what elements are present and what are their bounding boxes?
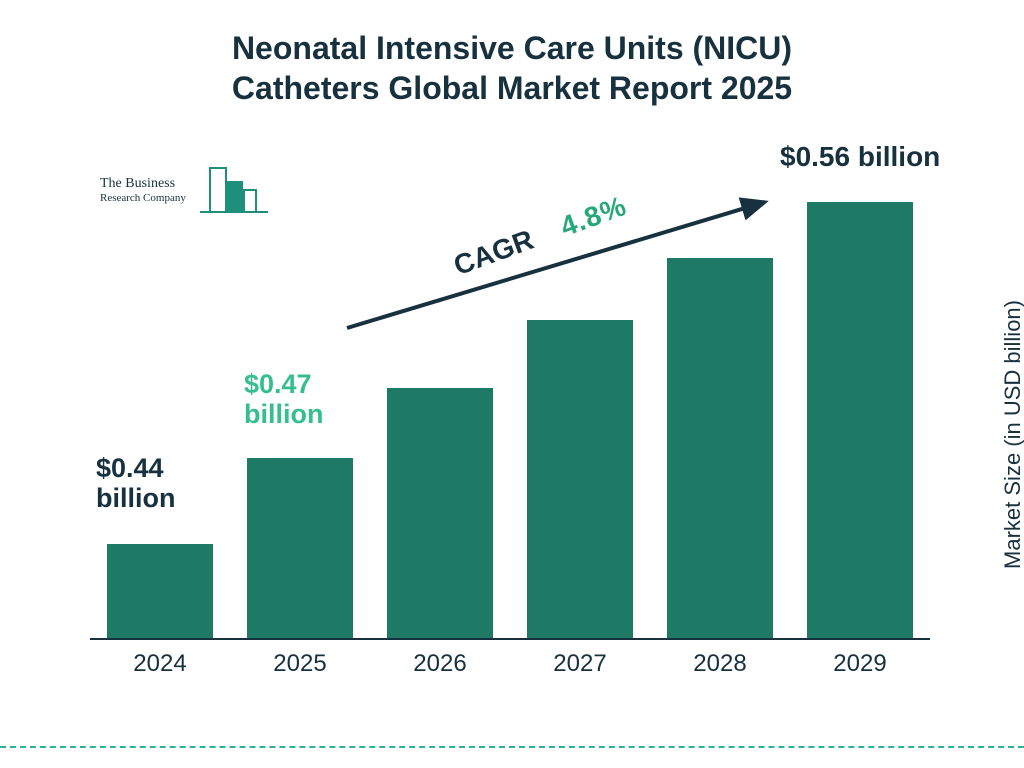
bar — [247, 458, 353, 638]
bar-2026 — [380, 388, 500, 638]
y-axis-label: Market Size (in USD billion) — [1000, 300, 1024, 569]
title-line2: Catheters Global Market Report 2025 — [0, 68, 1024, 108]
bar-2025 — [240, 458, 360, 638]
value-amount: $0.47 — [244, 370, 323, 400]
xlabel: 2027 — [520, 644, 640, 678]
value-amount: $0.56 billion — [780, 141, 940, 172]
value-label-2029: $0.56 billion — [780, 142, 940, 173]
title-line1: Neonatal Intensive Care Units (NICU) — [0, 28, 1024, 68]
cagr-annotation: CAGR 4.8% — [335, 196, 835, 346]
chart-title: Neonatal Intensive Care Units (NICU) Cat… — [0, 28, 1024, 108]
value-unit: billion — [96, 484, 175, 514]
value-label-2024: $0.44 billion — [96, 454, 175, 513]
xlabel: 2029 — [800, 644, 920, 678]
value-unit: billion — [244, 400, 323, 430]
bar-2027 — [520, 320, 640, 638]
bar-2024 — [100, 544, 220, 638]
bar — [107, 544, 213, 638]
xlabel: 2025 — [240, 644, 360, 678]
value-amount: $0.44 — [96, 454, 175, 484]
footer-divider — [0, 746, 1024, 748]
x-axis-labels: 2024 2025 2026 2027 2028 2029 — [90, 644, 930, 680]
xlabel: 2026 — [380, 644, 500, 678]
value-label-2025: $0.47 billion — [244, 370, 323, 429]
bar — [387, 388, 493, 638]
bar — [527, 320, 633, 638]
x-axis — [90, 638, 930, 640]
xlabel: 2024 — [100, 644, 220, 678]
xlabel: 2028 — [660, 644, 780, 678]
